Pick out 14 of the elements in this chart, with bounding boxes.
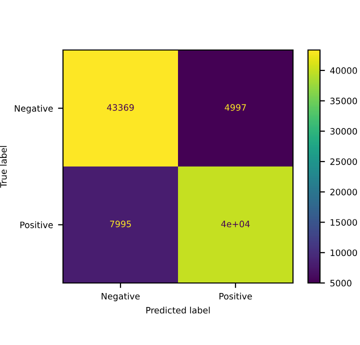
data-label: 4997 — [224, 104, 246, 111]
color-bar-label: 15000 — [330, 219, 357, 226]
color-bar-label: 40000 — [330, 67, 357, 74]
y-axis-title: True label — [0, 146, 7, 188]
color-bar-label: 20000 — [330, 188, 357, 196]
color-bar-label: 10000 — [330, 249, 357, 256]
x-axis-title: Predicted label — [146, 306, 210, 314]
color-bar-label: 25000 — [330, 158, 357, 165]
data-label: 43369 — [107, 104, 134, 111]
data-label: 7995 — [110, 220, 131, 228]
color-bar-label: 35000 — [330, 98, 357, 104]
data-label: 4e+04 — [221, 220, 250, 228]
color-bar-label: 30000 — [330, 128, 357, 135]
color-bar-label: 5000 — [330, 280, 352, 286]
